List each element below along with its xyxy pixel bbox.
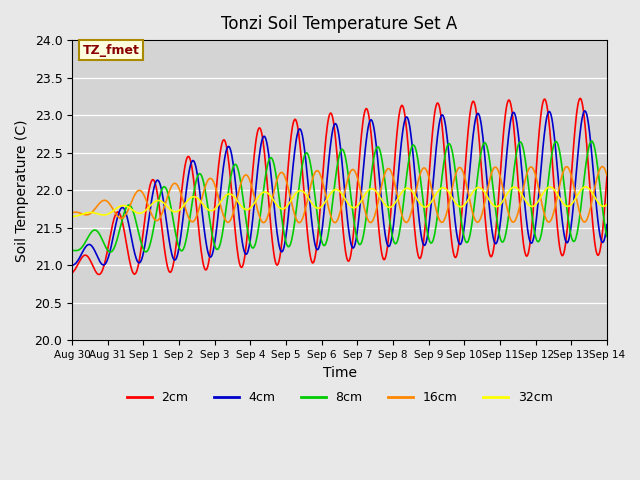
Line: 4cm: 4cm [72, 111, 607, 265]
Line: 8cm: 8cm [72, 141, 607, 252]
4cm [603, 222, 611, 228]
2cm [276, 249, 284, 255]
16cm [229, 210, 237, 216]
Line: 32cm: 32cm [72, 187, 607, 216]
8cm [68, 248, 76, 253]
2cm [426, 172, 433, 178]
4cm [580, 108, 588, 114]
2cm [603, 174, 611, 180]
16cm [131, 192, 139, 197]
Line: 16cm: 16cm [72, 167, 607, 223]
4cm [131, 251, 139, 257]
32cm [256, 192, 264, 198]
2cm [68, 270, 76, 276]
8cm [107, 249, 115, 255]
2cm [132, 271, 140, 276]
32cm [603, 202, 611, 207]
32cm [276, 205, 284, 211]
Text: TZ_fmet: TZ_fmet [83, 44, 140, 57]
8cm [257, 212, 264, 217]
2cm [396, 112, 403, 118]
Title: Tonzi Soil Temperature Set A: Tonzi Soil Temperature Set A [221, 15, 458, 33]
4cm [229, 161, 237, 167]
8cm [276, 206, 284, 212]
2cm [95, 272, 102, 277]
X-axis label: Time: Time [323, 366, 356, 380]
2cm [257, 126, 264, 132]
4cm [256, 150, 264, 156]
8cm [588, 138, 595, 144]
8cm [603, 234, 611, 240]
16cm [426, 175, 433, 181]
16cm [396, 201, 403, 207]
32cm [68, 214, 76, 219]
Y-axis label: Soil Temperature (C): Soil Temperature (C) [15, 119, 29, 262]
2cm [230, 215, 237, 220]
2cm [577, 96, 584, 101]
4cm [68, 263, 76, 268]
8cm [426, 237, 433, 243]
32cm [395, 195, 403, 201]
16cm [68, 210, 76, 216]
4cm [276, 246, 284, 252]
32cm [424, 203, 432, 208]
32cm [229, 193, 237, 199]
32cm [131, 209, 139, 215]
Legend: 2cm, 4cm, 8cm, 16cm, 32cm: 2cm, 4cm, 8cm, 16cm, 32cm [122, 386, 557, 409]
16cm [603, 172, 611, 178]
8cm [132, 217, 140, 223]
16cm [296, 220, 303, 226]
16cm [276, 170, 284, 176]
16cm [598, 164, 606, 169]
8cm [396, 231, 403, 237]
4cm [424, 227, 432, 232]
4cm [395, 170, 403, 176]
Line: 2cm: 2cm [72, 98, 607, 275]
8cm [230, 163, 237, 168]
32cm [582, 184, 589, 190]
16cm [256, 214, 264, 220]
